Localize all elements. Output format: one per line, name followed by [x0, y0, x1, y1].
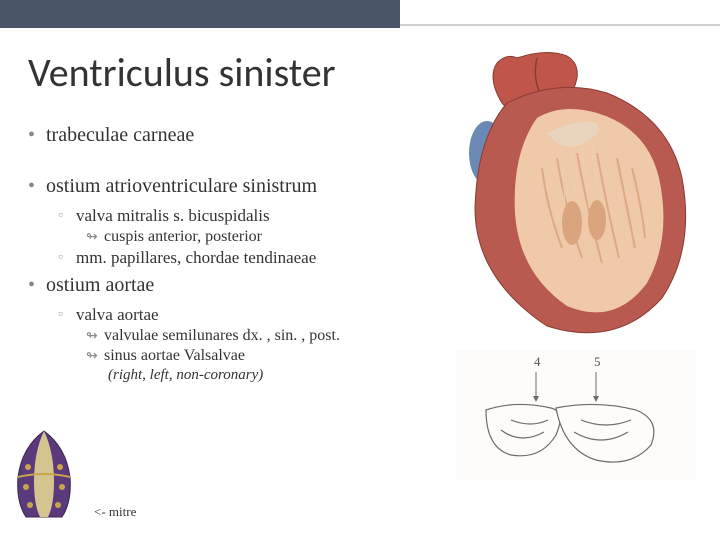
bullet-ostium-aortae: ostium aortae [28, 274, 448, 297]
bullet-sinus-valsalvae: sinus aortae Valsalvae [28, 347, 448, 365]
bullet-valva-mitralis: valva mitralis s. bicuspidalis [28, 206, 448, 226]
valve-label-4: 4 [534, 354, 541, 369]
slide-title: Ventriculus sinister [28, 48, 336, 97]
mitre-illustration [4, 427, 84, 522]
bullet-ostium-av: ostium atrioventriculare sinistrum [28, 175, 448, 198]
slide-accent-bar [0, 0, 400, 28]
bullet-papillares: mm. papillares, chordae tendinaeae [28, 248, 448, 268]
slide-content: trabeculae carneae ostium atrioventricul… [28, 118, 448, 386]
bullet-valva-aortae: valva aortae [28, 305, 448, 325]
bullet-coronary-note: (right, left, non-coronary) [28, 367, 448, 384]
bullet-cuspis: cuspis anterior, posterior [28, 228, 448, 246]
valve-illustration: 4 5 [456, 350, 696, 480]
mitre-label: <- mitre [94, 504, 136, 520]
bullet-valvulae-semilunares: valvulae semilunares dx. , sin. , post. [28, 327, 448, 345]
valve-label-5: 5 [594, 354, 601, 369]
bullet-trabeculae: trabeculae carneae [28, 124, 448, 147]
heart-illustration [447, 48, 702, 338]
